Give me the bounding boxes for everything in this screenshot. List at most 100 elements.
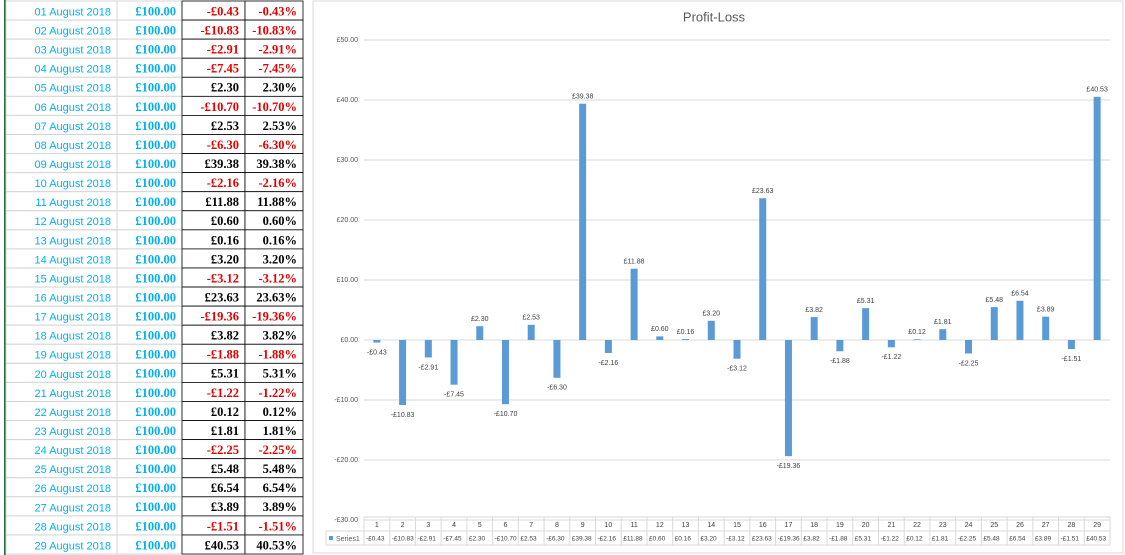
cell-text: £100.00 [135, 138, 176, 152]
cell-text: £100.00 [135, 290, 176, 304]
chart-title: Profit-Loss [683, 9, 746, 24]
bar [1042, 316, 1050, 340]
cell-text: 3.89% [263, 500, 297, 514]
data-table-value: -£1.51 [1061, 536, 1080, 543]
data-table-value: -£19.36 [778, 536, 800, 543]
x-tick-label: 28 [1068, 522, 1076, 529]
bar [887, 340, 895, 348]
cell-text: 23.63% [256, 290, 297, 304]
data-table-value: -£1.22 [880, 536, 899, 543]
cell-text: £100.00 [135, 252, 176, 266]
data-label: £5.48 [985, 297, 1003, 304]
cell-text: £0.16 [211, 233, 239, 247]
cell-text: -3.12% [258, 271, 297, 285]
data-table-value: £23.63 [752, 536, 772, 543]
cell-text: £100.00 [135, 100, 176, 114]
y-tick-label: £50.00 [337, 37, 359, 44]
cell-text: £3.89 [211, 500, 239, 514]
cell-text: £100.00 [135, 310, 176, 324]
data-table-value: £5.48 [983, 536, 1000, 543]
cell-text: £100.00 [135, 81, 176, 95]
data-table-value: £5.31 [855, 536, 872, 543]
cell-text: 3.20% [263, 252, 297, 266]
data-label: -£2.16 [598, 360, 618, 367]
data-label: £3.82 [805, 307, 823, 314]
x-tick-label: 27 [1042, 522, 1050, 529]
bar [913, 339, 921, 340]
data-label: £3.20 [703, 311, 721, 318]
y-tick-label: £40.00 [337, 97, 359, 104]
data-label: -£10.83 [391, 412, 415, 419]
bar [373, 340, 381, 343]
cell-text: £100.00 [135, 424, 176, 438]
bar [579, 103, 587, 340]
data-table-value: £2.30 [469, 536, 486, 543]
bar [707, 320, 715, 340]
cell-text: -1.88% [258, 348, 297, 362]
cell-text: 22 August 2018 [35, 407, 111, 419]
bar [939, 329, 947, 340]
cell-text: 24 August 2018 [35, 445, 111, 457]
x-tick-label: 22 [913, 522, 921, 529]
x-tick-label: 20 [862, 522, 870, 529]
data-label: £40.53 [1086, 87, 1108, 94]
x-tick-label: 29 [1093, 522, 1101, 529]
cell-text: -19.36% [252, 310, 297, 324]
cell-text: 03 August 2018 [35, 45, 111, 57]
data-table-value: £40.53 [1086, 536, 1106, 543]
cell-text: -£10.70 [200, 100, 239, 114]
cell-text: 17 August 2018 [35, 312, 111, 324]
cell-text: £100.00 [135, 62, 176, 76]
x-tick-label: 26 [1016, 522, 1024, 529]
cell-text: -£0.43 [207, 4, 239, 18]
cell-text: 09 August 2018 [35, 159, 111, 171]
cell-text: £100.00 [135, 119, 176, 133]
cell-text: £0.12 [211, 405, 239, 419]
cell-text: £1.81 [211, 424, 239, 438]
cell-text: £100.00 [135, 329, 176, 343]
x-tick-label: 8 [555, 522, 559, 529]
bar [527, 324, 535, 340]
cell-text: 01 August 2018 [35, 6, 111, 18]
y-tick-label: £10.00 [337, 277, 359, 284]
bar [810, 317, 818, 340]
cell-text: -£2.91 [207, 43, 239, 57]
bar [784, 340, 792, 457]
data-table-value: £3.89 [1035, 536, 1052, 543]
cell-text: -7.45% [258, 62, 297, 76]
bar [450, 340, 458, 385]
x-tick-label: 4 [452, 522, 456, 529]
cell-text: -£2.25 [207, 443, 239, 457]
x-tick-label: 18 [810, 522, 818, 529]
cell-text: 23 August 2018 [35, 426, 111, 438]
cell-text: -10.70% [252, 100, 297, 114]
bar [1067, 340, 1075, 350]
cell-text: 02 August 2018 [35, 26, 111, 38]
y-tick-label: -£30.00 [334, 517, 358, 524]
cell-text: 13 August 2018 [35, 235, 111, 247]
cell-text: 05 August 2018 [35, 83, 111, 95]
cell-text: £11.88 [205, 195, 239, 209]
cell-text: £5.48 [211, 462, 239, 476]
cell-text: £100.00 [135, 538, 176, 552]
cell-text: £100.00 [135, 214, 176, 228]
cell [244, 534, 304, 555]
cell-text: 5.48% [263, 462, 297, 476]
data-table-value: £11.88 [623, 536, 643, 543]
bar [836, 340, 844, 352]
cell-text: -6.30% [258, 138, 297, 152]
cell-text: -1.51% [258, 519, 297, 533]
bar [604, 340, 612, 353]
x-tick-label: 24 [965, 522, 973, 529]
cell-text: £2.53 [211, 119, 239, 133]
cell-text: -10.83% [252, 23, 297, 37]
cell-text: £100.00 [135, 462, 176, 476]
cell-text: 06 August 2018 [35, 102, 111, 114]
cell-text: 15 August 2018 [35, 273, 111, 285]
cell-text: 12 August 2018 [35, 216, 111, 228]
cell-text: £100.00 [135, 233, 176, 247]
data-table-value: £0.12 [906, 536, 923, 543]
cell-text: 08 August 2018 [35, 140, 111, 152]
cell-text: £100.00 [135, 195, 176, 209]
cell-text: 11.88% [257, 195, 297, 209]
